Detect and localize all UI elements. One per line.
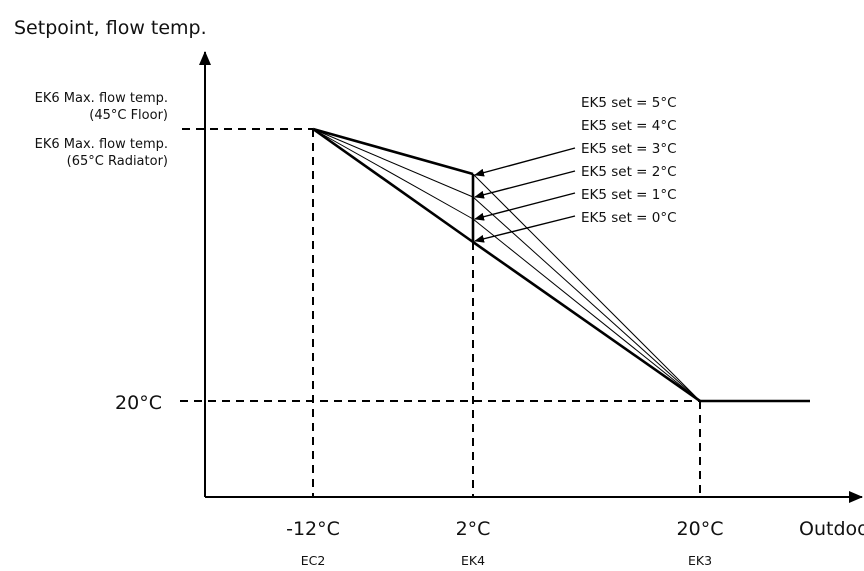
ek5-label-5: EK5 set = 5°C xyxy=(581,95,677,111)
ek5-label-4: EK5 set = 4°C xyxy=(581,118,677,134)
curve-ek5-5-upper xyxy=(312,127,474,176)
ek3-code-label: EK3 xyxy=(688,553,712,568)
ek5-label-2: EK5 set = 2°C xyxy=(581,164,677,180)
curve-ek5-1-lower xyxy=(472,218,701,402)
curve-ek5-1-upper xyxy=(312,128,474,220)
arrow-ek5-0 xyxy=(474,215,576,243)
ek3-value-label: 20°C xyxy=(677,518,724,540)
arrow-ek5-5 xyxy=(474,147,576,177)
curve-ek5-3-upper xyxy=(312,128,474,198)
ec2-code-label: EC2 xyxy=(301,553,326,568)
ek4-code-label: EK4 xyxy=(461,553,485,568)
x-axis-title: Outdoor temp. xyxy=(799,518,864,540)
curve-ek5-0-lower xyxy=(472,240,701,403)
curve-ek5-0-upper xyxy=(312,127,474,244)
ek5-label-0: EK5 set = 0°C xyxy=(581,210,677,226)
curve-ek5-3-lower xyxy=(472,196,701,402)
max-radiator-label-line2: (65°C Radiator) xyxy=(67,154,168,169)
max-floor-label-line1: EK6 Max. flow temp. xyxy=(35,91,168,106)
max-radiator-label-line1: EK6 Max. flow temp. xyxy=(35,137,168,152)
ec2-value-label: -12°C xyxy=(286,518,340,540)
chart-title: Setpoint, flow temp. xyxy=(14,17,207,39)
ek5-label-3: EK5 set = 3°C xyxy=(581,141,677,157)
min-temp-label: 20°C xyxy=(115,392,162,414)
ek4-value-label: 2°C xyxy=(456,518,491,540)
ek5-label-1: EK5 set = 1°C xyxy=(581,187,677,203)
arrow-ek5-3 xyxy=(474,170,576,199)
arrow-ek5-1 xyxy=(474,192,576,221)
max-floor-label-line2: (45°C Floor) xyxy=(89,108,168,123)
curve-ek5-5-lower xyxy=(472,173,701,402)
